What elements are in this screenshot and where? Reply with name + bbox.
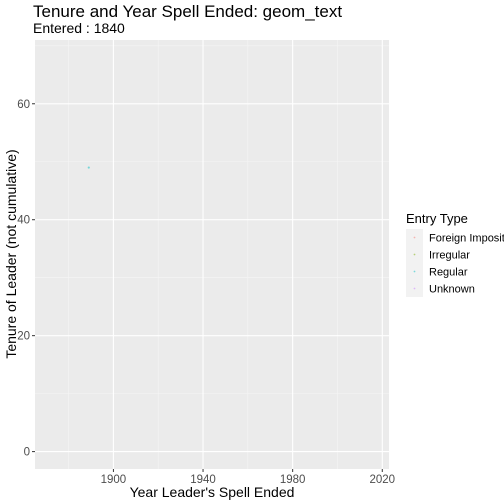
plot-panel xyxy=(35,40,389,469)
x-axis-title: Year Leader's Spell Ended xyxy=(130,484,295,500)
legend-label: Irregular xyxy=(429,250,470,262)
legend-key-glyph xyxy=(413,236,416,239)
data-points xyxy=(87,166,90,169)
chart-subtitle: Entered : 1840 xyxy=(33,20,125,36)
legend-items: Foreign Imposition Irregular Regular Unknow… xyxy=(406,229,504,297)
y-tick-label: 60 xyxy=(17,99,30,111)
x-tick-label: 1900 xyxy=(101,474,127,486)
legend-label: Regular xyxy=(429,267,468,279)
legend-label: Foreign Imposition xyxy=(429,233,504,245)
x-tick-label: 1980 xyxy=(280,474,306,486)
y-tick-label: 0 xyxy=(24,447,30,459)
legend-label: Unknown xyxy=(429,284,475,296)
x-tick-label: 2020 xyxy=(369,474,395,486)
y-tick-label: 20 xyxy=(17,331,30,343)
legend-key-glyph xyxy=(413,253,416,256)
chart-title: Tenure and Year Spell Ended: geom_text xyxy=(33,2,342,21)
x-tick-label: 1940 xyxy=(190,474,216,486)
x-axis-ticks: 1900 1940 1980 2020 xyxy=(101,469,395,486)
y-tick-label: 40 xyxy=(17,215,30,227)
y-axis-title: Tenure of Leader (not cumulative) xyxy=(3,149,19,358)
legend: Entry Type Foreign Imposition Irregular Re… xyxy=(406,211,504,297)
legend-key-glyph xyxy=(413,270,416,273)
legend-key-glyph xyxy=(413,287,416,290)
data-point xyxy=(87,166,90,169)
y-axis-ticks: 0 20 40 60 xyxy=(17,99,35,459)
legend-title: Entry Type xyxy=(406,211,468,226)
grid-major xyxy=(35,40,389,469)
grid-minor xyxy=(35,40,389,469)
